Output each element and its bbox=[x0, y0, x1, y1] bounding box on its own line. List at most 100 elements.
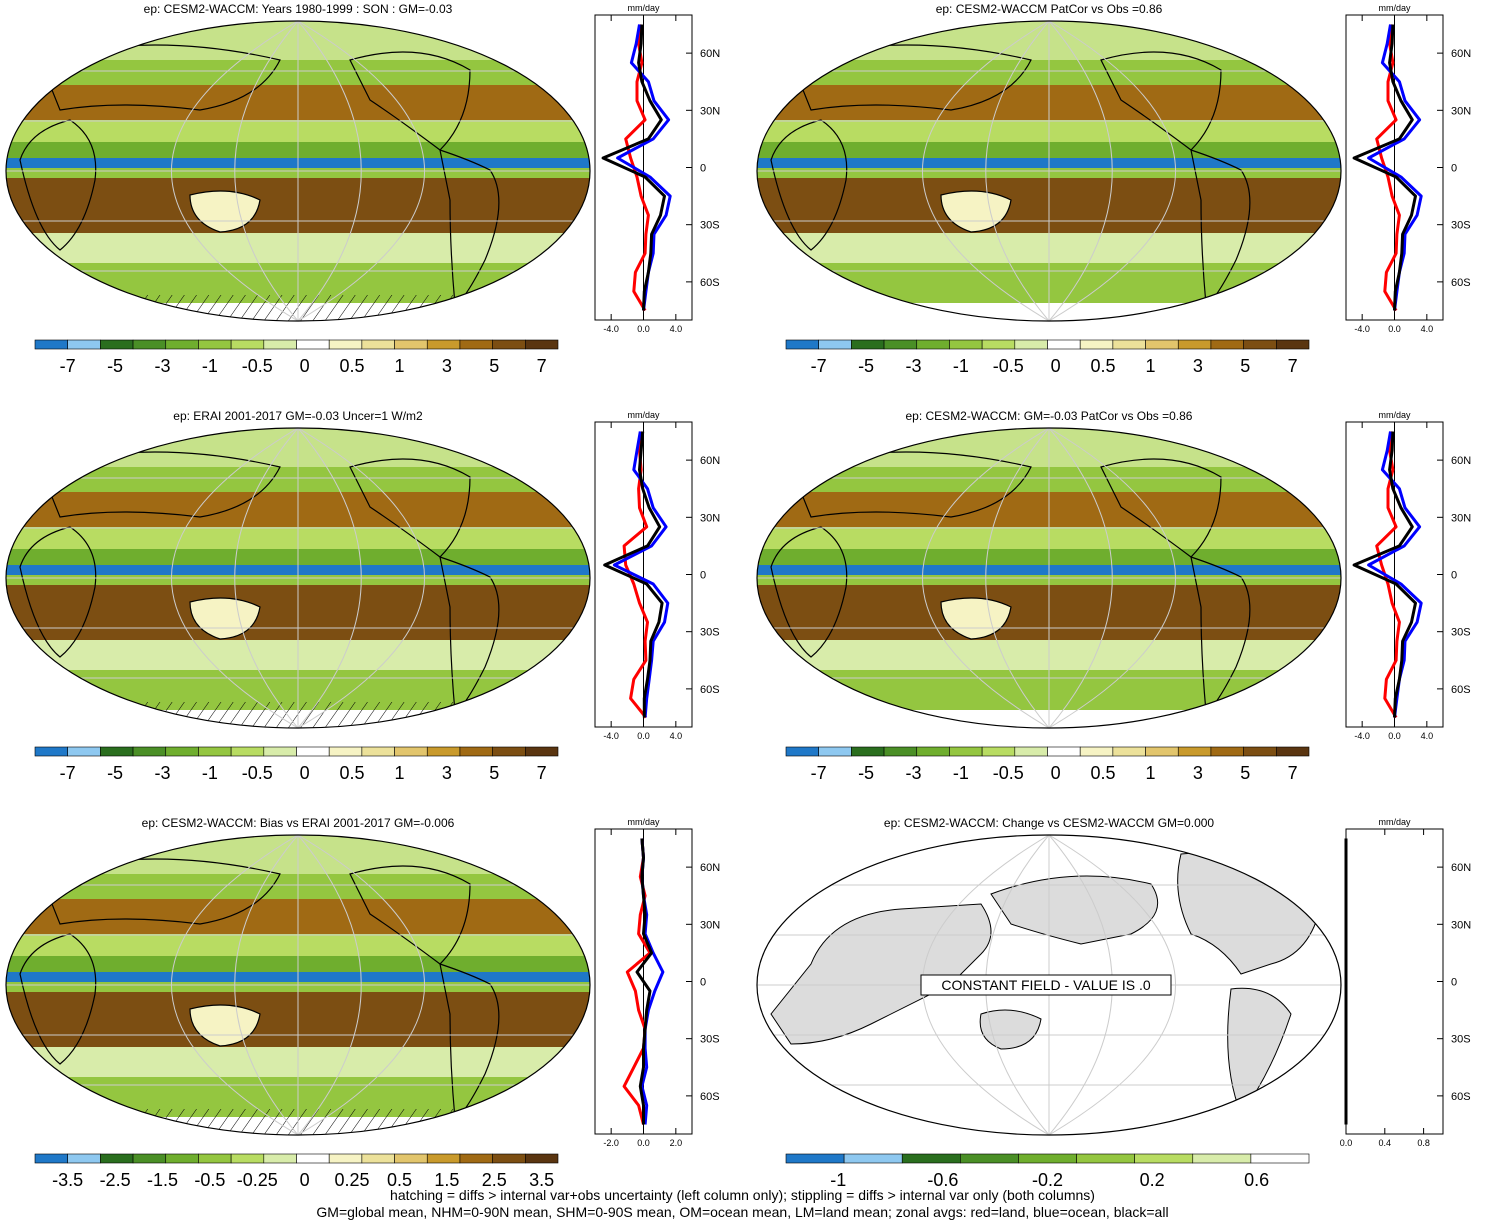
coastline-north-america bbox=[349, 51, 471, 151]
colorbar-label: 0.5 bbox=[340, 763, 365, 783]
colorbar-swatch bbox=[328, 1153, 363, 1164]
colorbar-swatch bbox=[230, 1153, 265, 1164]
zonal-ytick-label: 60N bbox=[700, 455, 720, 467]
graticule-lon bbox=[1048, 428, 1176, 728]
zonal-line-all bbox=[635, 838, 654, 1125]
zonal-xtick-label: 0.0 bbox=[637, 731, 650, 741]
colorbar-swatch bbox=[1177, 339, 1212, 350]
colorbar-swatch bbox=[263, 1153, 297, 1164]
colorbar-swatch bbox=[785, 746, 819, 757]
coastline-africa bbox=[770, 119, 848, 251]
panel-title: ep: CESM2-WACCM: Bias vs ERAI 2001-2017 … bbox=[142, 816, 455, 830]
colorbar-label: 5 bbox=[489, 763, 499, 783]
map-band-8 bbox=[757, 640, 1341, 670]
colorbar-swatch bbox=[1112, 746, 1146, 757]
colorbar-label: -5 bbox=[858, 356, 874, 376]
colorbar-swatch bbox=[328, 746, 363, 757]
panel-title: ep: CESM2-WACCM: GM=-0.03 PatCor vs Obs … bbox=[906, 409, 1193, 423]
colorbar-swatch bbox=[1112, 339, 1146, 350]
colorbar-swatch bbox=[361, 339, 395, 350]
colorbar-swatch bbox=[361, 1153, 395, 1164]
graticule-lon bbox=[171, 21, 299, 321]
graticule-lon bbox=[234, 428, 299, 728]
map-band-5 bbox=[757, 158, 1341, 168]
colorbar-swatch bbox=[785, 339, 819, 350]
colorbar-swatch bbox=[328, 339, 363, 350]
colorbar-label: -1.5 bbox=[147, 1170, 178, 1190]
colorbar-label: -2.5 bbox=[100, 1170, 131, 1190]
zonal-ytick-label: 60N bbox=[700, 862, 720, 874]
colorbar-swatch bbox=[1276, 339, 1310, 350]
colorbar-swatch bbox=[198, 746, 232, 757]
colorbar-swatch bbox=[1250, 1153, 1310, 1164]
map-band-7 bbox=[757, 178, 1341, 233]
colorbar-label: 0.5 bbox=[387, 1170, 412, 1190]
colorbar-label: -7 bbox=[60, 356, 76, 376]
colorbar-label: 2.5 bbox=[482, 1170, 507, 1190]
map-band-3 bbox=[757, 120, 1341, 142]
graticule-lon bbox=[171, 428, 299, 728]
zonal-profile: mm/day 0.0 0.4 0.8 60N 30N 0 30S 60S bbox=[1340, 817, 1471, 1148]
zonal-profile: mm/day -4.0 0.0 4.0 60N 30N 0 30S 60S bbox=[1345, 410, 1471, 741]
map-border bbox=[756, 834, 1342, 1136]
coastline-north-america bbox=[349, 458, 471, 558]
zonal-xtick-label: -4.0 bbox=[1354, 324, 1370, 334]
zonal-xtick-label: 2.0 bbox=[670, 1138, 683, 1148]
map-band-1 bbox=[757, 467, 1341, 492]
zonal-ytick-label: 0 bbox=[700, 977, 706, 989]
zonal-xlabel: mm/day bbox=[627, 3, 660, 13]
panel-title: ep: CESM2-WACCM PatCor vs Obs =0.86 bbox=[936, 2, 1163, 16]
zonal-ytick-label: 30N bbox=[700, 919, 720, 931]
graticule-lon bbox=[1048, 21, 1176, 321]
colorbar-label: -0.6 bbox=[927, 1170, 958, 1190]
colorbar-swatch bbox=[981, 746, 1016, 757]
zonal-xlabel: mm/day bbox=[1378, 3, 1411, 13]
colorbar-label: 3 bbox=[1193, 356, 1203, 376]
colorbar-label: 0 bbox=[1051, 763, 1061, 783]
map-band-9 bbox=[757, 263, 1341, 303]
map-border bbox=[5, 20, 591, 322]
map-band-2 bbox=[757, 85, 1341, 120]
zonal-profile: mm/day -4.0 0.0 4.0 60N 30N 0 30S 60S bbox=[594, 3, 720, 334]
graticule-lon bbox=[297, 21, 362, 321]
colorbar-swatch bbox=[67, 746, 101, 757]
map-band-4 bbox=[757, 549, 1341, 565]
zonal-line-all bbox=[603, 431, 664, 718]
zonal-ytick-label: 30N bbox=[1451, 919, 1471, 931]
map-band-8 bbox=[6, 233, 590, 263]
colorbar-label: -1 bbox=[202, 763, 218, 783]
zonal-profile: mm/day -4.0 0.0 4.0 60N 30N 0 30S 60S bbox=[1345, 3, 1471, 334]
colorbar-swatch bbox=[1014, 746, 1048, 757]
map-band-1 bbox=[757, 60, 1341, 85]
colorbar-label: 7 bbox=[537, 356, 547, 376]
graticule-lon bbox=[922, 21, 1050, 321]
colorbar-label: -0.5 bbox=[993, 763, 1024, 783]
coastline-south-america bbox=[1190, 149, 1251, 306]
colorbar-swatch bbox=[426, 746, 461, 757]
coastline-africa bbox=[19, 119, 97, 251]
panel-title: ep: ERAI 2001-2017 GM=-0.03 Uncer=1 W/m2 bbox=[173, 409, 423, 423]
zonal-ytick-label: 30N bbox=[1451, 105, 1471, 117]
zonal-xtick-label: 4.0 bbox=[1421, 324, 1434, 334]
coastline-africa bbox=[19, 526, 97, 658]
colorbar-label: -1 bbox=[953, 356, 969, 376]
zonal-profile: mm/day -4.0 0.0 4.0 60N 30N 0 30S 60S bbox=[594, 410, 720, 741]
colorbar-label: 7 bbox=[537, 763, 547, 783]
colorbar-swatch bbox=[1145, 339, 1179, 350]
footer-note-hatching: hatching = diffs > internal var+obs unce… bbox=[390, 1187, 1095, 1203]
map-band-7 bbox=[6, 178, 590, 233]
graticule-lon bbox=[297, 835, 425, 1135]
map-band-5 bbox=[6, 158, 590, 168]
colorbar-label: 0.25 bbox=[335, 1170, 370, 1190]
colorbar-label: 0 bbox=[300, 763, 310, 783]
colorbar-swatch bbox=[883, 746, 918, 757]
coastline-north-america bbox=[1100, 458, 1222, 558]
map-band-0 bbox=[6, 21, 590, 60]
zonal-ytick-label: 30S bbox=[700, 1034, 720, 1046]
map-band-4 bbox=[6, 956, 590, 972]
map-area bbox=[757, 428, 1341, 728]
colorbar-swatch bbox=[296, 1153, 330, 1164]
colorbar-label: 0 bbox=[1051, 356, 1061, 376]
zonal-xtick-label: 4.0 bbox=[670, 324, 683, 334]
colorbar-label: -0.5 bbox=[993, 356, 1024, 376]
